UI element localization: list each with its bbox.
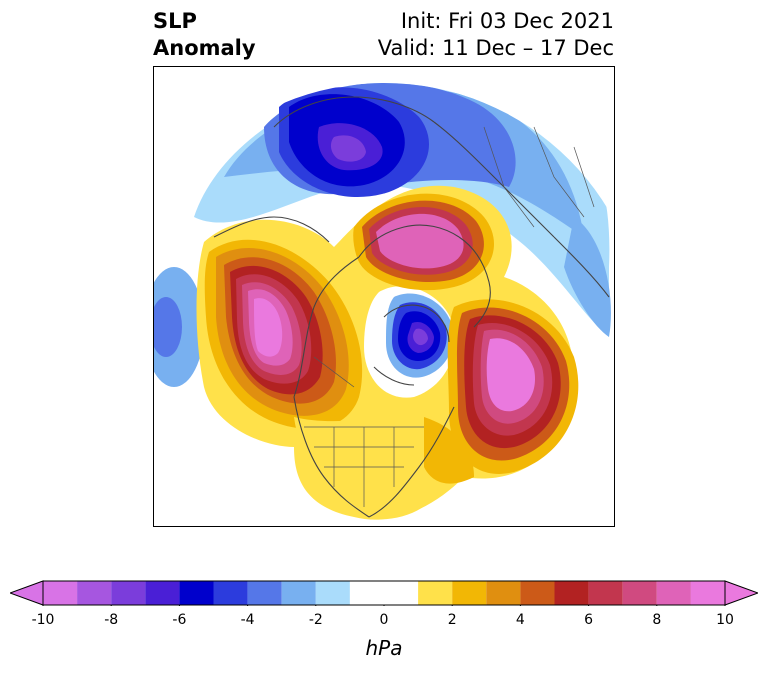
colorbar-bin: [213, 581, 248, 605]
anomaly-field: [154, 83, 614, 526]
colorbar-bin: [486, 581, 521, 605]
colorbar-unit-label: hPa: [365, 636, 403, 660]
colorbar-tick-label: 2: [447, 612, 457, 628]
colorbar-bin: [111, 581, 146, 605]
init-date-text: Init: Fri 03 Dec 2021: [400, 9, 614, 33]
colorbar-tick-label: -2: [308, 612, 323, 628]
colorbar-bins: [43, 581, 725, 605]
colorbar-tick-label: 10: [716, 612, 734, 628]
colorbar-bin: [281, 581, 316, 605]
colorbar-bin: [588, 581, 623, 605]
colorbar-overflow-arrow: [724, 580, 758, 606]
colorbar-bin: [77, 581, 112, 605]
colorbar-bin: [247, 581, 282, 605]
colorbar-bin: [349, 581, 419, 605]
colorbar-bin: [520, 581, 555, 605]
colorbar-bin: [315, 581, 350, 605]
colorbar-tick-label: 0: [379, 612, 389, 628]
coastlines: [213, 96, 610, 518]
title-line-variable: SLP: [153, 9, 197, 33]
anomaly-map-svg: [154, 83, 614, 526]
colorbar-tick-label: -8: [104, 612, 119, 628]
colorbar-tick-label: -10: [31, 612, 55, 628]
colorbar: [10, 580, 758, 606]
colorbar-underflow-arrow: [10, 580, 44, 606]
colorbar-tick-labels: -10 -8 -6 -4 -2 0 2 4 6 8 10: [0, 612, 768, 632]
colorbar-bin: [554, 581, 589, 605]
colorbar-bin: [452, 581, 487, 605]
forecast-dates: Init: Fri 03 Dec 2021 Valid: 11 Dec – 17…: [378, 8, 614, 62]
colorbar-bin: [179, 581, 214, 605]
colorbar-tick-label: 4: [515, 612, 525, 628]
polar-map: [153, 66, 615, 527]
title-line-anomaly: Anomaly: [153, 36, 256, 60]
colorbar-bin: [690, 581, 725, 605]
colorbar-tick-label: 6: [584, 612, 594, 628]
colorbar-bin: [43, 581, 78, 605]
colorbar-tick-label: -6: [172, 612, 187, 628]
colorbar-bin: [145, 581, 180, 605]
valid-date-text: Valid: 11 Dec – 17 Dec: [377, 36, 614, 60]
borders: [304, 126, 595, 507]
colorbar-bin: [622, 581, 657, 605]
plot-title: SLP Anomaly: [153, 8, 256, 62]
colorbar-tick-label: 8: [652, 612, 662, 628]
colorbar-bin: [418, 581, 453, 605]
colorbar-tick-label: -4: [240, 612, 255, 628]
colorbar-bin: [656, 581, 691, 605]
